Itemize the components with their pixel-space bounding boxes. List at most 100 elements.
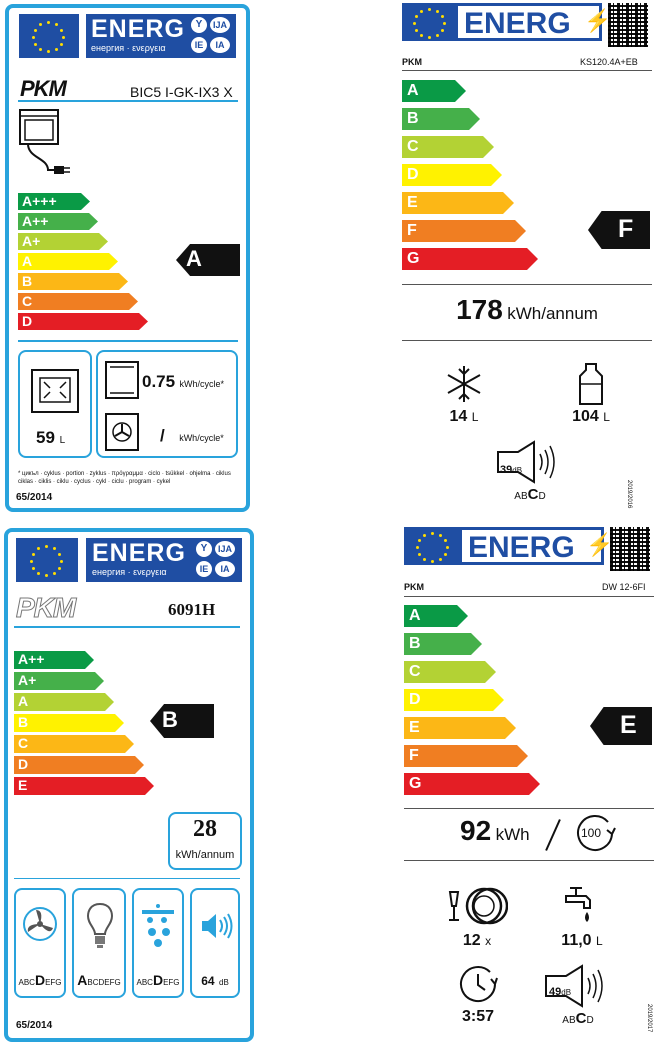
grease-filter-class: ABCDEFG: [132, 972, 184, 988]
fresh-unit: L: [603, 410, 610, 424]
class-bar: B: [404, 633, 482, 655]
class-letters: D: [538, 491, 546, 502]
conventional-consumption: 0.75 kWh/cycle*: [142, 372, 224, 392]
cycles-value: 100: [581, 826, 602, 840]
light-efficiency-box: [72, 888, 126, 998]
rating-arrow: E: [590, 707, 652, 745]
speaker-icon: [202, 913, 233, 939]
water-tap-icon: [565, 887, 591, 922]
conventional-unit: kWh/cycle*: [179, 379, 225, 389]
electric-oven-icon: [19, 109, 70, 174]
volume-box: [18, 350, 92, 458]
eu-flag-icon: [19, 14, 79, 58]
divider: [402, 340, 652, 341]
model-name: KS120.4A+EB: [580, 57, 638, 67]
slash-divider: [545, 819, 561, 851]
divider: [402, 70, 652, 71]
class-bar: A+: [18, 233, 108, 250]
noise-value: 49dB: [549, 982, 581, 1000]
annual-consumption: 178 kWh/annum: [402, 294, 652, 326]
fan-icon: [23, 907, 57, 941]
energy-subtitle: енергия · ενεργεια: [91, 43, 166, 53]
class-selected: A: [77, 972, 88, 988]
noise-class: ABCD: [500, 486, 560, 503]
consumption-value: 178: [456, 294, 503, 325]
fan-forced-icon: [105, 413, 139, 451]
energy-word: ENERG: [468, 531, 575, 564]
eu-flag-icon: [402, 3, 458, 41]
noise-value: 64 dB: [190, 972, 240, 990]
place-settings-icon: [448, 887, 508, 925]
rating-arrow: F: [588, 211, 650, 249]
regulation-number: 65/2014: [16, 492, 53, 503]
rating-letter: F: [618, 215, 634, 243]
noise-number: 49: [549, 986, 562, 998]
noise-class: ABCD: [548, 1010, 608, 1027]
rating-arrow: A: [176, 244, 240, 276]
lang-code: IJA: [215, 541, 235, 557]
regulation-number: 65/2014: [16, 1020, 53, 1031]
water-unit: L: [596, 934, 603, 948]
energy-word: ENERG: [464, 7, 571, 40]
cycle-icon: [577, 815, 616, 851]
brand-name: PKM: [402, 57, 422, 67]
lang-code: IE: [196, 561, 212, 577]
class-bar: A++: [18, 213, 98, 230]
class-bar: B: [14, 714, 124, 732]
volume-number: 59: [36, 428, 55, 447]
freezer-value: 14: [449, 408, 468, 425]
light-bulb-icon: [86, 902, 114, 948]
divider: [404, 596, 654, 597]
eu-flag-icon: [16, 538, 78, 582]
class-bar: E: [14, 777, 154, 795]
volume-unit: L: [59, 435, 66, 446]
class-bar: B: [18, 273, 128, 290]
qr-code: [608, 3, 648, 47]
water-value: 11,0: [561, 932, 592, 949]
noise-unit: dB: [561, 988, 572, 997]
class-letters: BCDEFG: [87, 978, 121, 987]
energy-word: ENERG: [91, 15, 185, 43]
lang-code: IE: [191, 37, 207, 53]
clock-icon: [460, 966, 498, 1003]
class-selected: D: [152, 972, 164, 988]
model-name: 6091H: [168, 600, 216, 619]
class-bar: C: [402, 136, 494, 158]
grease-filter-box: [132, 888, 184, 998]
class-bar: E: [404, 717, 516, 739]
rating-letter: E: [620, 711, 637, 739]
conventional-value: 0.75: [142, 372, 176, 391]
noise-value: 39dB: [500, 460, 532, 478]
class-letters: EFG: [163, 978, 180, 987]
noise-unit: dB: [512, 466, 523, 475]
class-bar: F: [402, 220, 526, 242]
grease-filter-icon: [142, 904, 174, 947]
class-letters: AB: [514, 491, 528, 502]
consumption-value: 28: [193, 816, 217, 842]
brand-name: PKM: [404, 582, 424, 592]
energy-subtitle: енергия · ενεργεια: [92, 567, 167, 577]
class-letters: EFG: [45, 978, 62, 987]
consumption-box: [96, 350, 238, 458]
class-bar: G: [404, 773, 540, 795]
class-bar: A+: [14, 672, 104, 690]
class-bar: E: [402, 192, 514, 214]
fan-value: /: [160, 426, 165, 445]
light-efficiency-class: ABCDEFG: [72, 972, 126, 988]
brand-logo: PKM: [20, 76, 67, 101]
consumption-unit: kWh: [495, 825, 530, 844]
energy-header: ENERG ⚡: [458, 3, 611, 41]
noise-speaker-icon: [497, 440, 555, 484]
fan-efficiency-box: [14, 888, 66, 998]
class-bar: B: [402, 108, 480, 130]
qr-code: [610, 527, 650, 571]
energy-word: ENERG: [92, 539, 186, 567]
brand-logo: PKM: [15, 592, 76, 624]
cycle-footnote: * цикъл · cyklus · portion · zyklus · πρ…: [18, 471, 231, 485]
water-consumption: 11,0 L: [552, 932, 612, 950]
settings-value: 12: [462, 932, 481, 949]
volume-value: 59 L: [36, 428, 65, 448]
class-bar: C: [404, 661, 496, 683]
rating-arrow: B: [150, 704, 214, 738]
energy-header: ENERG енергия · ενεργεια Y IJA IE IA: [86, 538, 242, 582]
